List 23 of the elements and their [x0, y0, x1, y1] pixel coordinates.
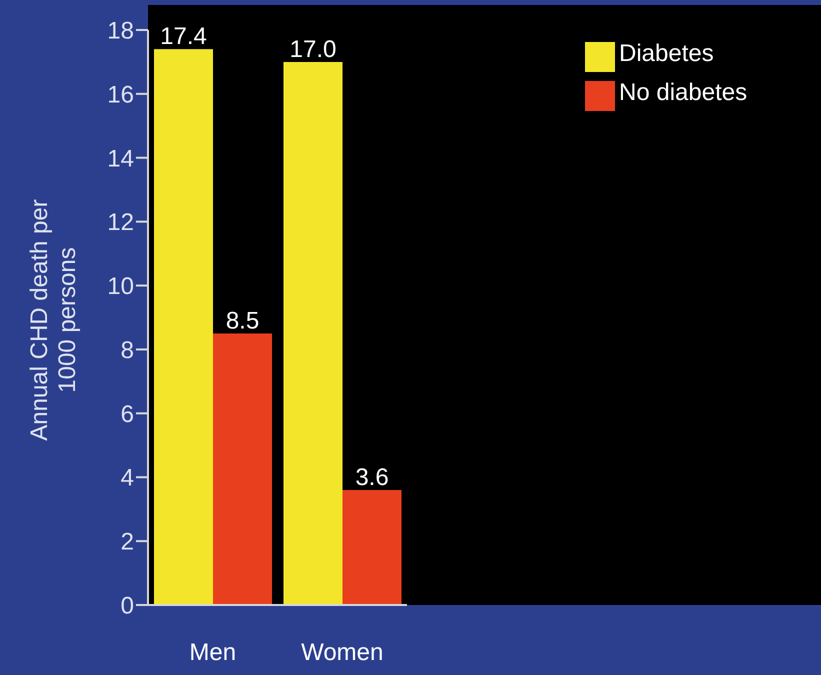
- y-tick-label: 8: [120, 336, 134, 364]
- y-tick-label: 2: [120, 528, 134, 556]
- y-tick-label: 6: [120, 400, 134, 428]
- data-label: 17.4: [160, 23, 207, 50]
- y-tick-label: 18: [107, 18, 134, 45]
- bar: [154, 49, 213, 605]
- x-tick-label: Women: [301, 639, 384, 666]
- y-axis-title: Annual CHD death per 1000 persons: [26, 198, 82, 443]
- data-label: 8.5: [226, 307, 260, 334]
- y-tick-label: 10: [107, 273, 134, 300]
- x-tick-label: Men: [189, 639, 236, 666]
- bar: [284, 62, 342, 605]
- bar: [213, 333, 272, 605]
- y-tick-label: 14: [107, 145, 134, 172]
- data-label: 3.6: [355, 464, 389, 491]
- y-tick-label: 0: [120, 592, 134, 620]
- y-tick-label: 16: [107, 81, 134, 108]
- y-tick-label: 12: [107, 209, 134, 236]
- legend-label: No diabetes: [619, 79, 748, 106]
- legend-label: Diabetes: [619, 40, 714, 67]
- y-tick-label: 4: [120, 464, 134, 492]
- data-label: 17.0: [290, 36, 336, 63]
- bar: [342, 490, 402, 605]
